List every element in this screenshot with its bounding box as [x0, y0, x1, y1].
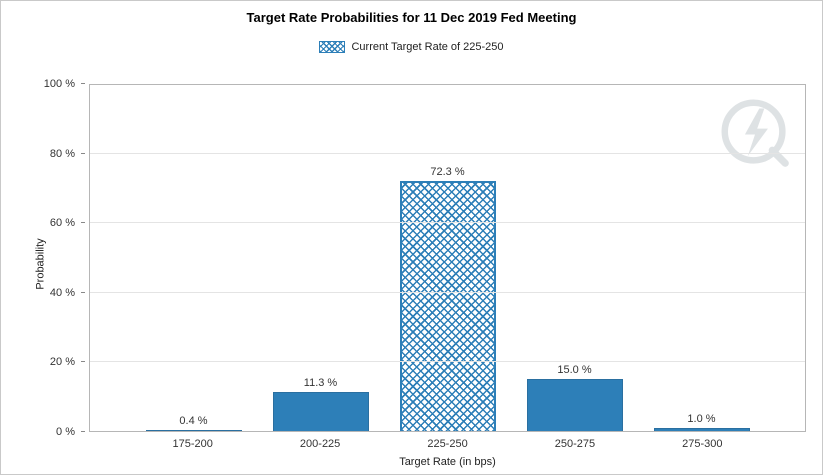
x-axis-title: Target Rate (in bps)	[399, 456, 496, 468]
bar-value-label: 15.0 %	[557, 364, 592, 377]
y-tick-label: 20 %	[49, 356, 75, 369]
gridline	[90, 360, 805, 362]
y-tick-label: 80 %	[49, 147, 75, 160]
chart-title: Target Rate Probabilities for 11 Dec 201…	[246, 10, 577, 25]
y-tick-label: 40 %	[49, 286, 75, 299]
logo-watermark-icon	[721, 99, 789, 167]
legend-swatch-crosshatch	[319, 41, 346, 53]
legend-label: Current Target Rate of 225-250	[351, 41, 504, 53]
bar-value-label: 1.0 %	[687, 412, 716, 425]
y-tick-label: 100 %	[43, 78, 75, 90]
y-tick-mark	[81, 83, 85, 84]
bar[interactable]	[526, 379, 623, 431]
gridline	[90, 153, 805, 155]
category-label: 275-300	[682, 438, 723, 450]
y-tick-mark	[81, 431, 85, 432]
y-tick-mark	[81, 152, 85, 154]
y-tick-mark	[81, 222, 85, 224]
category-label: 225-250	[427, 438, 468, 450]
y-tick-label: 0 %	[56, 426, 75, 438]
bar-slot: 11.3 %	[257, 85, 384, 431]
bar-value-label: 0.4 %	[179, 414, 208, 427]
bars-layer: 0.4 % 11.3 % 72.3 % 15.0 % 1.0 %	[90, 85, 805, 431]
x-axis-labels: 175-200 200-225 225-250 250-275 275-300	[89, 438, 806, 450]
y-tick-label: 60 %	[49, 217, 75, 230]
y-axis: 0 % 20 % 40 % 60 % 80 % 100 %	[1, 78, 85, 438]
bar[interactable]	[272, 391, 369, 431]
y-tick-mark	[81, 291, 85, 293]
plot-area: 0.4 % 11.3 % 72.3 % 15.0 % 1.0 %	[89, 84, 806, 432]
y-tick-mark	[81, 361, 85, 363]
bar-value-label: 72.3 %	[430, 165, 465, 178]
bar[interactable]	[145, 429, 242, 431]
bar-slot: 72.3 %	[384, 85, 511, 431]
bar-slot: 15.0 %	[511, 85, 638, 431]
bar-value-label: 11.3 %	[303, 376, 338, 389]
category-label: 250-275	[554, 438, 596, 450]
gridline	[90, 291, 805, 293]
bar-slot: 1.0 %	[638, 85, 765, 431]
bar-current-target[interactable]	[399, 180, 496, 431]
bar-slot: 0.4 %	[130, 85, 257, 431]
category-label: 200-225	[299, 438, 341, 450]
category-label: 175-200	[172, 438, 213, 450]
gridline	[90, 222, 805, 224]
legend[interactable]: Current Target Rate of 225-250	[1, 41, 822, 53]
bar[interactable]	[653, 427, 750, 431]
